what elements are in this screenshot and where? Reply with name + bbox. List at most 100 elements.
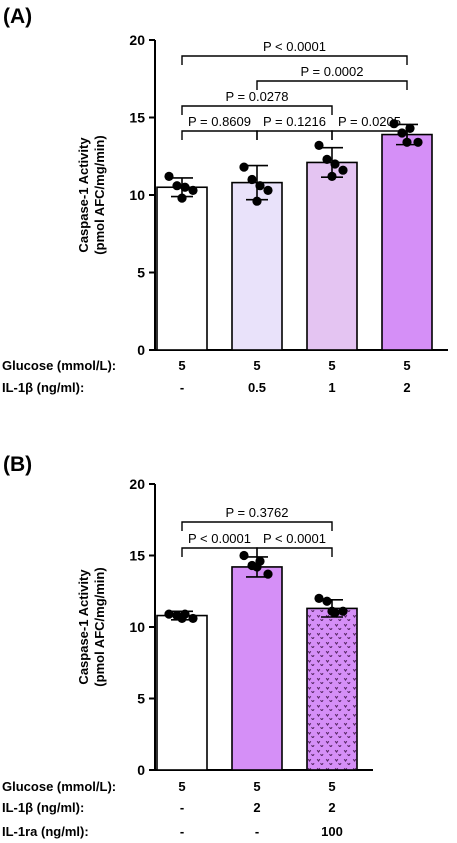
data-point bbox=[327, 171, 337, 181]
panel-label: (B) bbox=[3, 453, 32, 476]
data-point bbox=[397, 128, 407, 138]
bar bbox=[156, 614, 208, 771]
y-axis-label: Caspase-1 Activity (pmol AFC/mg/min) bbox=[76, 135, 107, 254]
data-point bbox=[413, 137, 423, 147]
y-tick-label: 20 bbox=[129, 32, 145, 48]
comparison-bracket: P = 0.1216 bbox=[256, 114, 333, 140]
comparison-bracket: P = 0.0278 bbox=[181, 89, 333, 115]
data-point bbox=[330, 159, 340, 169]
bar bbox=[381, 133, 433, 351]
condition-label: IL-1β (ng/ml): bbox=[2, 380, 84, 395]
data-point bbox=[322, 154, 332, 164]
y-axis-label-line1: Caspase-1 Activity bbox=[76, 137, 91, 253]
y-tick-label: 15 bbox=[129, 548, 145, 564]
bracket-line bbox=[181, 55, 408, 65]
y-tick-label: 0 bbox=[137, 342, 145, 358]
chart-panel-b: (B) 0 5 10 15 20 Caspase-1 Activity (pmol AFC/m… bbox=[2, 453, 373, 839]
comparison-bracket: P = 0.0205 bbox=[331, 114, 408, 140]
data-point bbox=[247, 174, 257, 185]
condition-label: IL-1ra (ng/ml): bbox=[2, 824, 89, 839]
bar bbox=[231, 181, 283, 351]
data-point bbox=[177, 193, 187, 203]
p-value-label: P = 0.0278 bbox=[225, 89, 288, 104]
data-point bbox=[164, 609, 174, 619]
panel-label: (A) bbox=[3, 5, 32, 28]
y-tick-label: 15 bbox=[129, 110, 145, 126]
condition-value: - bbox=[180, 380, 184, 395]
data-point bbox=[188, 613, 198, 624]
p-value-label: P < 0.0001 bbox=[263, 39, 326, 54]
data-point bbox=[389, 119, 399, 129]
y-tick-label: 0 bbox=[137, 762, 145, 778]
condition-value: 5 bbox=[403, 358, 410, 373]
condition-value: 5 bbox=[328, 779, 335, 794]
condition-value: - bbox=[180, 824, 184, 839]
y-tick-label: 5 bbox=[137, 265, 145, 281]
comparison-bracket: P = 0.0002 bbox=[256, 64, 408, 90]
comparison-bracket: P = 0.8609 bbox=[181, 114, 258, 140]
condition-value: 2 bbox=[253, 800, 260, 815]
condition-value: 1 bbox=[328, 380, 335, 395]
condition-value: - bbox=[180, 800, 184, 815]
data-point bbox=[164, 171, 174, 181]
y-axis-label: Caspase-1 Activity (pmol AFC/mg/min) bbox=[76, 567, 107, 686]
condition-value: 0.5 bbox=[248, 380, 266, 395]
data-point bbox=[338, 165, 348, 175]
bracket-line bbox=[181, 130, 258, 140]
p-value-label: P = 0.3762 bbox=[225, 505, 288, 520]
bar bbox=[156, 186, 208, 351]
bar bbox=[231, 566, 283, 771]
p-value-label: P = 0.1216 bbox=[263, 114, 326, 129]
data-point bbox=[188, 185, 198, 195]
data-point bbox=[338, 606, 348, 616]
data-point bbox=[252, 196, 262, 206]
bar bbox=[306, 161, 358, 351]
data-point bbox=[402, 137, 412, 147]
data-point bbox=[314, 140, 324, 150]
data-point bbox=[327, 606, 337, 616]
y-tick-label: 10 bbox=[129, 619, 145, 635]
comparison-bracket: P < 0.0001 bbox=[181, 39, 408, 65]
bracket-line bbox=[256, 80, 408, 90]
bracket-line bbox=[181, 521, 333, 531]
condition-value: 5 bbox=[253, 779, 260, 794]
condition-label: Glucose (mmol/L): bbox=[2, 358, 116, 373]
data-point bbox=[239, 550, 249, 561]
bracket-line bbox=[256, 130, 333, 140]
y-axis-label-line2: (pmol AFC/mg/min) bbox=[92, 567, 107, 686]
p-value-label: P < 0.0001 bbox=[188, 531, 251, 546]
condition-label: Glucose (mmol/L): bbox=[2, 779, 116, 794]
y-axis-label-line2: (pmol AFC/mg/min) bbox=[92, 135, 107, 254]
data-point bbox=[180, 182, 190, 192]
y-tick-label: 20 bbox=[129, 476, 145, 492]
data-point bbox=[239, 162, 249, 172]
comparison-bracket: P < 0.0001 bbox=[256, 531, 333, 557]
condition-value: 2 bbox=[328, 800, 335, 815]
data-point bbox=[314, 593, 324, 604]
data-point bbox=[263, 569, 273, 579]
data-point bbox=[263, 185, 273, 195]
y-tick-label: 10 bbox=[129, 187, 145, 203]
p-value-label: P = 0.0002 bbox=[300, 64, 363, 79]
y-axis-label-line1: Caspase-1 Activity bbox=[76, 569, 91, 685]
bracket-line bbox=[181, 105, 333, 115]
p-value-label: P = 0.8609 bbox=[188, 114, 251, 129]
bracket-line bbox=[256, 547, 333, 557]
bar bbox=[306, 607, 358, 771]
condition-value: 5 bbox=[253, 358, 260, 373]
p-value-label: P < 0.0001 bbox=[263, 531, 326, 546]
condition-value: 100 bbox=[321, 824, 343, 839]
data-point bbox=[177, 613, 187, 624]
condition-label: IL-1β (ng/ml): bbox=[2, 800, 84, 815]
data-point bbox=[255, 181, 265, 191]
condition-value: - bbox=[255, 824, 259, 839]
condition-value: 5 bbox=[178, 358, 185, 373]
data-point bbox=[322, 596, 332, 606]
data-point bbox=[172, 181, 182, 191]
condition-value: 2 bbox=[403, 380, 410, 395]
condition-value: 5 bbox=[178, 779, 185, 794]
y-tick-label: 5 bbox=[137, 691, 145, 707]
condition-value: 5 bbox=[328, 358, 335, 373]
